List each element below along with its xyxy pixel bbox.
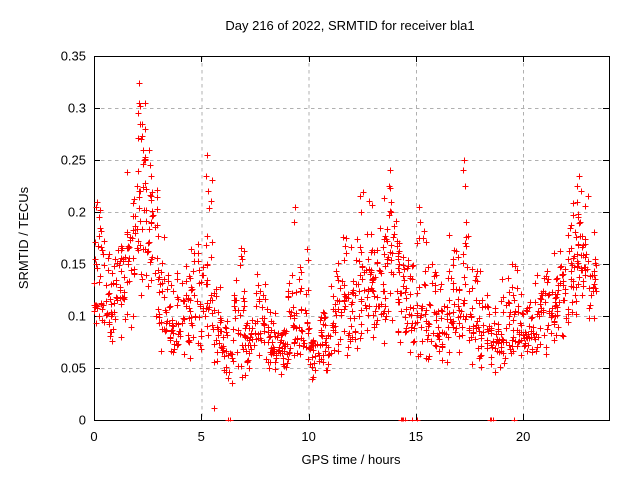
y-tick-label: 0.15 [61,257,86,272]
x-axis-label: GPS time / hours [302,452,401,467]
y-tick-label: 0.3 [68,101,86,116]
plot-dynamic-layer: 0 5 10 15 20 0 0.05 0.1 0.15 0.2 0.25 0.3 0.35 [61,49,610,444]
y-tick-label: 0.25 [61,153,86,168]
y-tick-label: 0.1 [68,309,86,324]
x-tick-label: 15 [409,429,423,444]
x-tick-label: 0 [90,429,97,444]
x-tick-label: 20 [516,429,530,444]
x-tick-label: 10 [301,429,315,444]
y-tick-label: 0 [79,413,86,428]
y-tick-label: 0.35 [61,49,86,64]
y-tick-label: 0.05 [61,361,86,376]
plot-frame [94,56,610,421]
y-axis-label: SRMTID / TECUs [16,186,31,289]
chart-title: Day 216 of 2022, SRMTID for receiver bla… [225,18,474,33]
x-tick-label: 5 [198,429,205,444]
y-tick-label: 0.2 [68,205,86,220]
scatter-points [91,80,600,422]
